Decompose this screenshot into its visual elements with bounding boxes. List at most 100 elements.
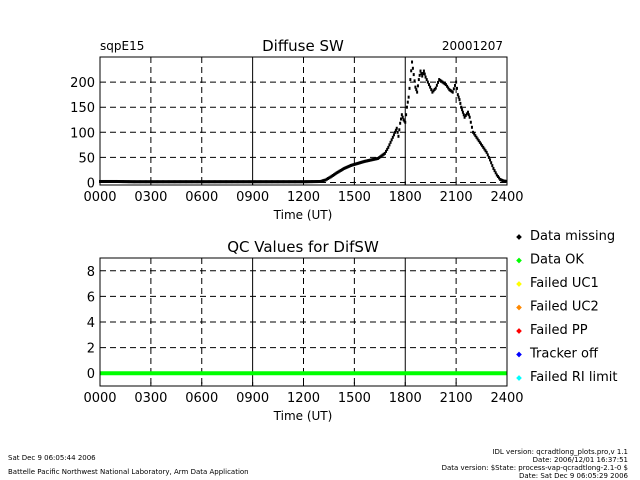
top-plot-frame <box>99 56 508 186</box>
data-point <box>465 112 468 116</box>
legend-label: Failed PP <box>530 323 588 338</box>
data-point <box>273 180 276 184</box>
data-point <box>412 73 415 77</box>
data-point <box>414 85 417 89</box>
data-point <box>450 89 453 93</box>
data-point <box>344 166 347 170</box>
data-point <box>147 180 150 184</box>
x-tick-label: 1200 <box>287 190 320 205</box>
data-point <box>303 180 306 184</box>
data-point <box>317 180 320 184</box>
data-point <box>426 80 429 84</box>
data-point <box>226 180 229 184</box>
data-point <box>201 180 204 184</box>
data-point <box>124 180 127 184</box>
data-point <box>455 86 458 90</box>
data-point <box>484 149 487 153</box>
data-point <box>460 105 463 109</box>
data-point <box>176 180 179 184</box>
data-point <box>373 157 376 161</box>
data-point <box>297 180 300 184</box>
data-point <box>189 180 192 184</box>
data-point <box>448 88 451 92</box>
data-point <box>101 179 104 183</box>
data-point <box>187 180 190 184</box>
x-tick-label: 1200 <box>287 391 320 406</box>
legend-item: Tracker off <box>516 347 599 362</box>
data-point <box>342 167 345 171</box>
qc-x-axis-label: Time (UT) <box>273 409 333 423</box>
data-point <box>301 180 304 184</box>
data-point <box>434 86 437 90</box>
data-point <box>191 180 194 184</box>
data-point <box>447 86 450 90</box>
x-tick-label: 0000 <box>83 190 116 205</box>
data-point <box>371 158 374 162</box>
data-point <box>115 179 118 183</box>
x-tick-label: 1800 <box>389 391 422 406</box>
x-tick-label: 1500 <box>338 391 371 406</box>
data-point <box>206 180 209 184</box>
data-point <box>215 180 218 184</box>
data-point <box>339 168 342 172</box>
data-point <box>451 90 454 94</box>
data-point <box>195 180 198 184</box>
data-point <box>105 179 108 183</box>
data-point <box>143 180 146 184</box>
data-point <box>112 179 115 183</box>
data-point <box>455 80 458 84</box>
legend-label: Failed UC1 <box>530 276 599 291</box>
y-tick-label: 2 <box>87 342 95 357</box>
data-point <box>387 145 390 149</box>
x-tick-label: 2400 <box>490 391 523 406</box>
data-point <box>224 180 227 184</box>
data-point <box>208 180 211 184</box>
data-point <box>400 113 403 117</box>
data-point <box>362 160 365 164</box>
data-point <box>260 180 263 184</box>
data-point <box>318 180 321 184</box>
data-point <box>354 162 357 166</box>
y-tick-label: 0 <box>87 176 95 191</box>
data-point <box>118 180 121 184</box>
data-point <box>119 180 122 184</box>
data-point <box>446 84 449 88</box>
data-point <box>409 78 412 82</box>
qc-plot-frame <box>99 257 508 387</box>
data-point <box>148 180 151 184</box>
data-point <box>130 180 133 184</box>
top-series <box>99 60 507 184</box>
x-tick-label: 0300 <box>134 391 167 406</box>
data-point <box>221 180 224 184</box>
data-point <box>146 180 149 184</box>
data-point <box>475 135 478 139</box>
x-tick-label: 0600 <box>185 391 218 406</box>
legend-marker <box>516 257 522 264</box>
data-point <box>368 158 371 162</box>
data-point <box>500 178 503 182</box>
data-point <box>353 162 356 166</box>
data-point <box>439 78 442 82</box>
data-point <box>466 110 469 114</box>
data-point <box>417 78 420 82</box>
y-tick-label: 0 <box>87 367 95 382</box>
data-point <box>171 180 174 184</box>
data-point <box>149 180 152 184</box>
data-point <box>406 100 409 104</box>
data-point <box>102 179 105 183</box>
data-point <box>396 130 399 134</box>
data-point <box>418 73 421 77</box>
data-point <box>268 180 271 184</box>
data-point <box>391 135 394 139</box>
data-point <box>255 180 258 184</box>
footer-institution: Battelle Pacific Northwest National Labo… <box>8 468 249 476</box>
data-point <box>389 140 392 144</box>
data-point <box>217 180 220 184</box>
data-point <box>336 170 339 174</box>
data-point <box>238 180 241 184</box>
data-point <box>385 149 388 153</box>
data-point <box>180 180 183 184</box>
data-point <box>262 180 265 184</box>
data-point <box>164 180 167 184</box>
